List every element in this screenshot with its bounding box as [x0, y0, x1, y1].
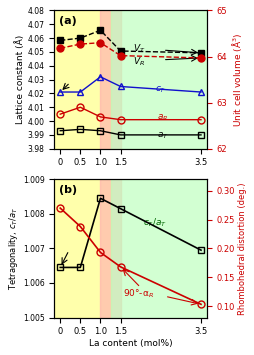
Bar: [110, 179, 207, 318]
Y-axis label: Unit cell volume (Å$^3$): Unit cell volume (Å$^3$): [230, 32, 244, 127]
Text: $a_T$: $a_T$: [157, 130, 169, 141]
Bar: [54, 10, 110, 149]
Text: $V_T$: $V_T$: [133, 43, 145, 55]
X-axis label: La content (mol%): La content (mol%): [89, 339, 172, 348]
Y-axis label: Rhombohedral distortion (deg.): Rhombohedral distortion (deg.): [238, 182, 247, 315]
Text: $c_T$/$a_T$: $c_T$/$a_T$: [143, 216, 167, 229]
Text: (a): (a): [59, 16, 76, 26]
Bar: [110, 10, 207, 149]
Text: $c_T$: $c_T$: [155, 85, 166, 95]
Text: $a_R$: $a_R$: [157, 113, 168, 123]
Bar: [100, 10, 121, 149]
Text: (b): (b): [59, 185, 77, 195]
Text: 90°-α$_R$: 90°-α$_R$: [123, 287, 154, 300]
Text: $V_R$: $V_R$: [133, 56, 145, 68]
Y-axis label: Tetragonality, $c_T$/$a_T$: Tetragonality, $c_T$/$a_T$: [7, 207, 20, 290]
Y-axis label: Lattice constant (Å): Lattice constant (Å): [15, 35, 25, 124]
Bar: [100, 179, 121, 318]
Bar: [54, 179, 110, 318]
